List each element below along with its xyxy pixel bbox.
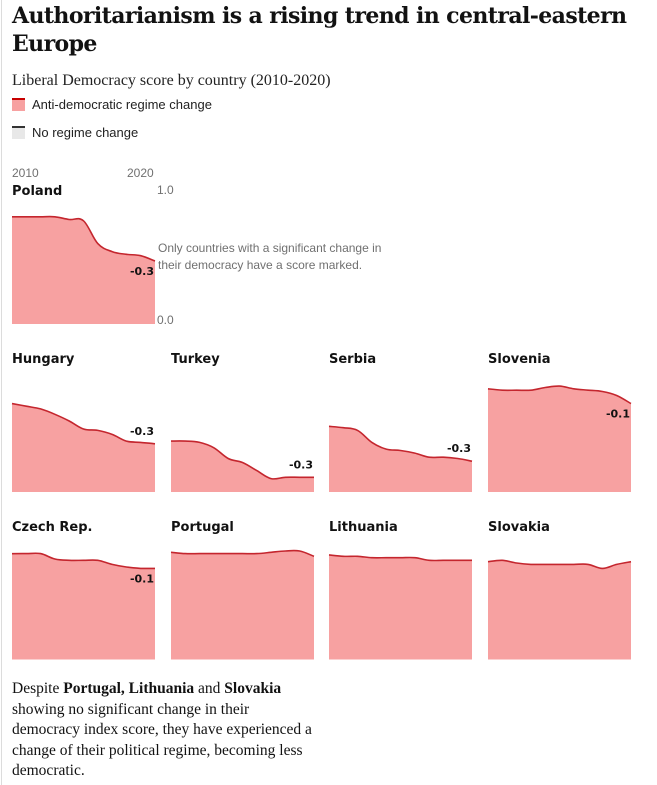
country-title-serbia: Serbia: [329, 352, 377, 367]
country-title-poland: Poland: [12, 184, 63, 199]
change-label-poland: -0.3: [130, 265, 154, 278]
chart-title: Authoritarianism is a rising trend in ce…: [12, 3, 627, 57]
line-slovenia: [487, 385, 632, 405]
country-title-czech-rep: Czech Rep.: [12, 520, 93, 535]
legend-item-anti-democratic: Anti-democratic regime change: [12, 96, 212, 112]
annotation-note: Only countries with a significant change…: [158, 241, 382, 272]
line-czech-rep: [11, 552, 156, 570]
area-slovenia: [488, 386, 631, 492]
footnote-bold-countries: Portugal, Lithuania: [63, 680, 195, 697]
country-title-turkey: Turkey: [171, 352, 220, 367]
chart-subtitle: Liberal Democracy score by country (2010…: [12, 72, 331, 89]
legend-label: Anti-democratic regime change: [32, 96, 212, 112]
legend-label: No regime change: [32, 124, 139, 140]
change-label-hungary: -0.3: [130, 425, 154, 438]
country-title-portugal: Portugal: [171, 520, 234, 535]
y-axis-bottom-label: 0.0: [157, 313, 174, 327]
area-poland: [12, 216, 155, 324]
legend-swatch-no-change: [12, 125, 25, 139]
change-label-czech-rep: -0.1: [130, 572, 154, 585]
country-title-lithuania: Lithuania: [329, 520, 398, 535]
line-turkey: [170, 440, 314, 480]
line-portugal: [170, 549, 315, 558]
area-czech-rep: [12, 553, 155, 660]
footnote-prefix: Despite: [12, 680, 64, 697]
line-hungary: [11, 402, 156, 445]
change-label-slovenia: -0.1: [606, 408, 630, 421]
x-axis-end-label: 2020: [127, 166, 154, 180]
country-title-slovenia: Slovenia: [488, 352, 551, 367]
footnote-bold-slovakia: Slovakia: [224, 680, 282, 697]
area-hungary: [12, 403, 155, 492]
footnote-rest: showing no significant change in their d…: [12, 700, 312, 780]
left-border: [1, 0, 2, 785]
legend-item-no-change: No regime change: [12, 124, 138, 140]
line-slovakia: [487, 559, 632, 570]
area-serbia: [329, 426, 472, 492]
footnote-mid: and: [194, 680, 225, 697]
area-portugal: [171, 550, 314, 660]
country-title-slovakia: Slovakia: [488, 520, 550, 535]
legend-swatch-anti-democratic: [12, 97, 25, 111]
change-label-serbia: -0.3: [447, 442, 471, 455]
change-label-turkey: -0.3: [289, 458, 313, 471]
y-axis-top-label: 1.0: [157, 183, 174, 197]
x-axis-start-label: 2010: [12, 166, 39, 180]
country-title-hungary: Hungary: [12, 352, 75, 367]
line-poland: [12, 215, 156, 262]
line-lithuania: [328, 554, 472, 562]
area-lithuania: [329, 554, 472, 660]
line-serbia: [328, 425, 473, 462]
footnote-text: Despite Portugal, Lithuania and Slovakia…: [12, 679, 312, 782]
area-slovakia: [488, 560, 631, 660]
